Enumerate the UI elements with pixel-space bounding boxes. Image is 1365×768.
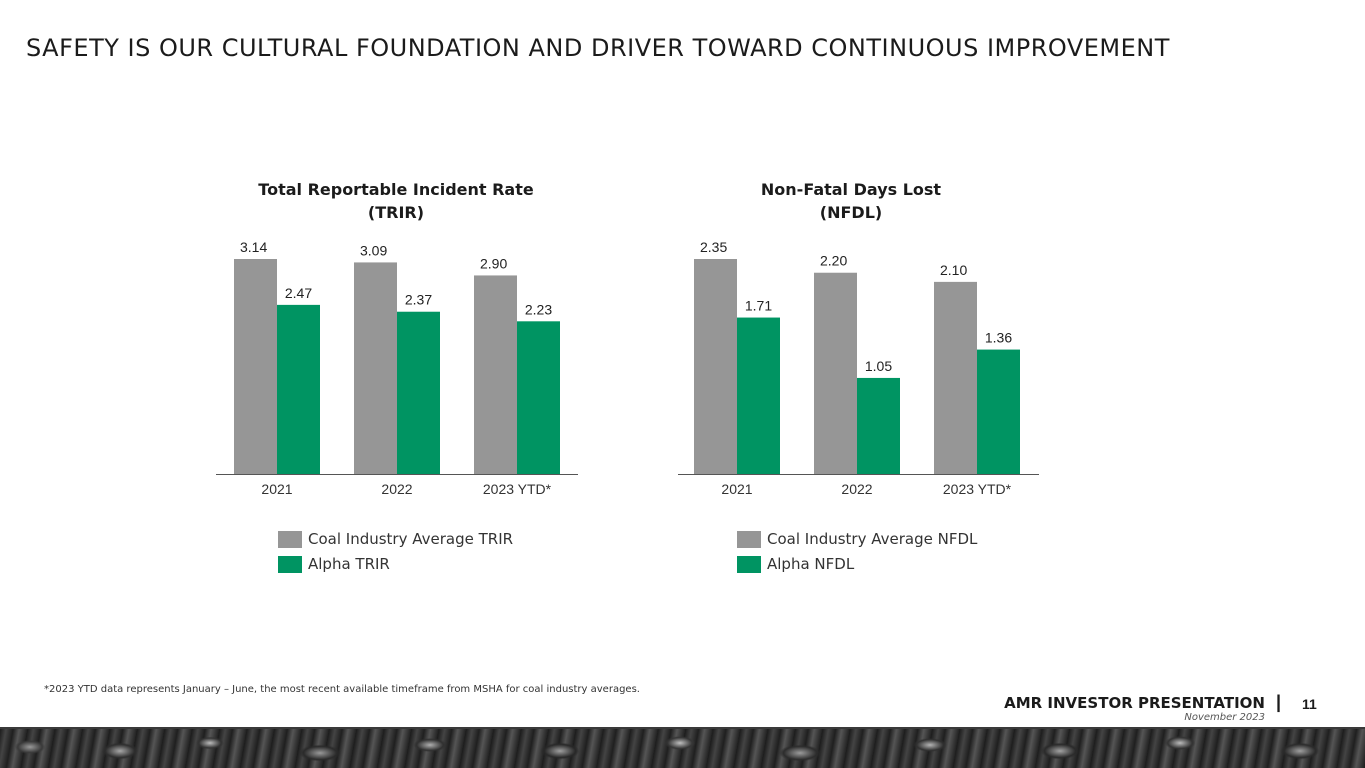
trir-x-tick-label-1: 2022: [381, 481, 412, 497]
trir-bar-industry-1: [354, 262, 397, 474]
trir-legend-swatch-alpha: [278, 555, 302, 573]
footer-rule: [0, 727, 1365, 729]
trir-data-label-alpha-0: 2.47: [285, 285, 312, 301]
trir-data-label-alpha-2: 2.23: [525, 301, 552, 317]
page-headline: SAFETY IS OUR CULTURAL FOUNDATION AND DR…: [26, 34, 1170, 62]
trir-data-label-industry-1: 3.09: [360, 242, 387, 258]
nfdl-legend-swatch-alpha: [737, 555, 761, 573]
trir-legend-item-industry: Coal Industry Average TRIR: [278, 529, 513, 549]
nfdl-title-line-1: Non-Fatal Days Lost: [760, 180, 942, 199]
trir-data-label-alpha-1: 2.37: [405, 292, 432, 308]
trir-chart-title: Total Reportable Incident Rate (TRIR): [206, 178, 586, 224]
page-number: 11: [1302, 696, 1317, 712]
trir-legend-item-alpha: Alpha TRIR: [278, 554, 513, 574]
trir-legend-swatch-industry: [278, 530, 302, 548]
trir-bar-alpha-2: [517, 321, 560, 474]
trir-bar-industry-2: [474, 275, 517, 474]
footer-brand: AMR INVESTOR PRESENTATION: [1004, 694, 1265, 712]
nfdl-legend-label-industry: Coal Industry Average NFDL: [767, 530, 978, 548]
trir-x-tick-label-0: 2021: [261, 481, 292, 497]
coal-banner-image: [0, 729, 1365, 768]
trir-bar-industry-0: [234, 259, 277, 474]
nfdl-legend-label-alpha: Alpha NFDL: [767, 555, 855, 573]
trir-bar-alpha-0: [277, 304, 320, 474]
nfdl-legend-item-alpha: Alpha NFDL: [737, 554, 977, 574]
trir-legend-label-alpha: Alpha TRIR: [308, 555, 390, 573]
footer-separator: |: [1276, 692, 1282, 712]
trir-legend-label-industry: Coal Industry Average TRIR: [308, 530, 514, 548]
nfdl-legend-item-industry: Coal Industry Average NFDL: [737, 529, 977, 549]
trir-title-line-1: Total Reportable Incident Rate: [258, 180, 534, 199]
nfdl-chart-title: Non-Fatal Days Lost (NFDL): [661, 178, 1041, 224]
trir-data-label-industry-2: 2.90: [480, 255, 507, 271]
nfdl-legend-swatch-industry: [737, 530, 761, 548]
trir-title-line-2: (TRIR): [367, 203, 425, 222]
trir-legend: Coal Industry Average TRIR Alpha TRIR: [278, 529, 513, 579]
nfdl-legend: Coal Industry Average NFDL Alpha NFDL: [737, 529, 977, 579]
trir-data-label-industry-0: 3.14: [240, 239, 267, 255]
trir-x-tick-label-2: 2023 YTD*: [483, 481, 552, 497]
footer-date: November 2023: [1184, 712, 1265, 723]
footnote: *2023 YTD data represents January – June…: [44, 684, 640, 695]
nfdl-title-line-2: (NFDL): [819, 203, 883, 222]
trir-bar-alpha-1: [397, 311, 440, 474]
